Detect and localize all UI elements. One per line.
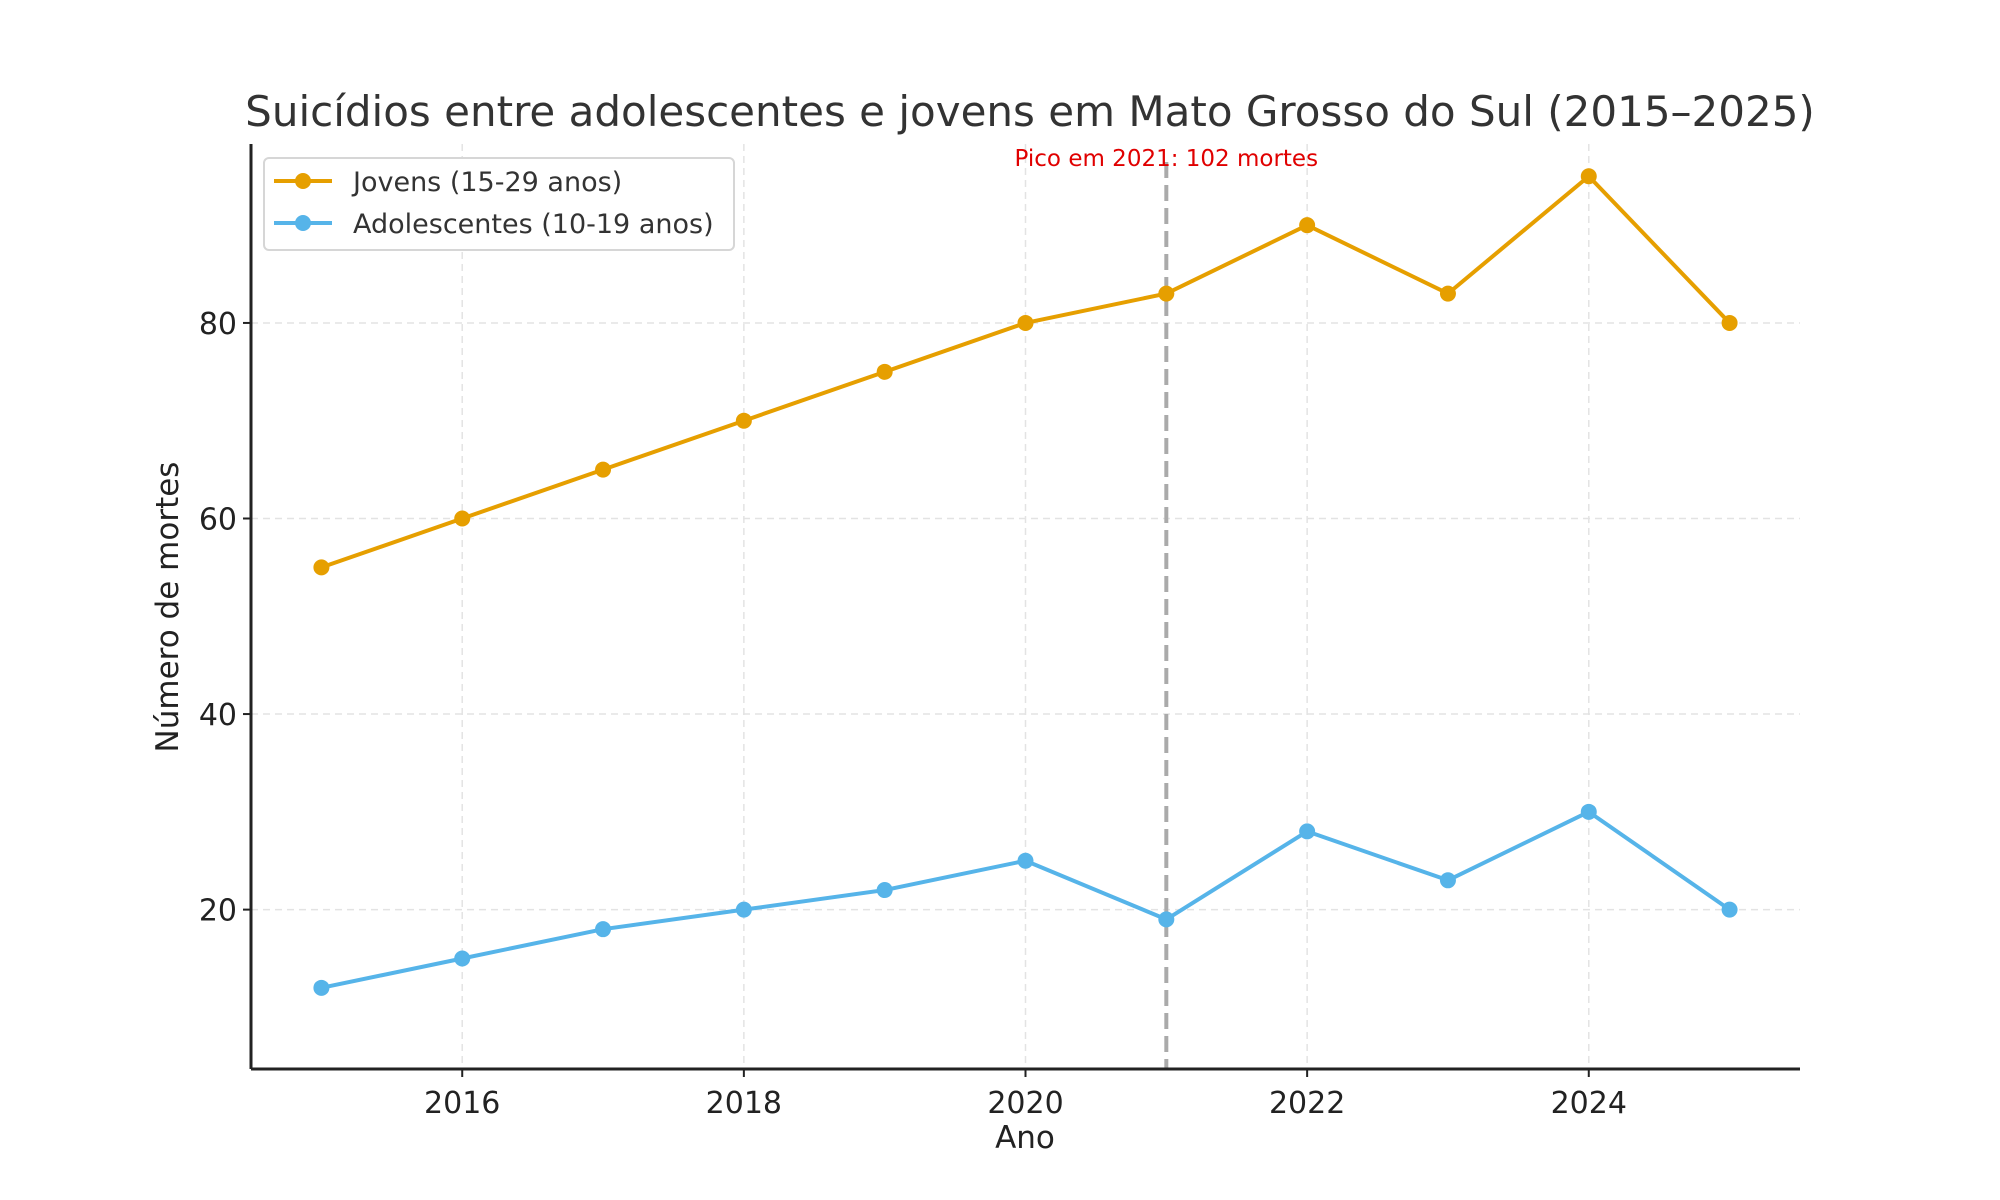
y-tick-label: 80 (199, 307, 237, 342)
data-point (1158, 911, 1175, 928)
data-point (313, 979, 330, 996)
data-point (876, 363, 893, 380)
chart-title: Suicídios entre adolescentes e jovens em… (245, 87, 1815, 136)
legend-marker (295, 215, 311, 231)
x-tick-label: 2018 (706, 1086, 782, 1121)
data-point (595, 461, 612, 478)
y-tick-label: 20 (199, 894, 237, 929)
data-point (735, 901, 752, 918)
data-point (1158, 285, 1175, 302)
data-point (1580, 803, 1597, 820)
x-tick-label: 2024 (1551, 1086, 1627, 1121)
data-point (1439, 285, 1456, 302)
peak-annotation: Pico em 2021: 102 mortes (1015, 146, 1319, 172)
data-point (1721, 901, 1738, 918)
y-axis-label: Número de mortes (150, 462, 186, 753)
y-tick-label: 40 (199, 698, 237, 733)
ticks: 2016 2018 2020 2022 2024 20 40 60 80 (199, 307, 1627, 1121)
data-point (1439, 872, 1456, 889)
series-adolescentes (313, 803, 1738, 996)
x-tick-label: 2022 (1269, 1086, 1345, 1121)
legend-label: Adolescentes (10-19 anos) (353, 209, 714, 240)
data-point (876, 882, 893, 899)
x-tick-label: 2020 (987, 1086, 1063, 1121)
grid (251, 144, 1800, 1069)
data-point (1299, 823, 1316, 840)
legend-box (263, 157, 735, 251)
data-point (1017, 852, 1034, 869)
annotations: Pico em 2021: 102 mortes (1015, 146, 1319, 1069)
y-tick-label: 60 (199, 502, 237, 537)
data-point (595, 921, 612, 938)
data-point (1721, 314, 1738, 331)
data-point (1299, 217, 1316, 234)
data-point (313, 559, 330, 576)
x-axis-label: Ano (995, 1120, 1055, 1156)
data-point (1580, 168, 1597, 185)
data-point (454, 510, 471, 527)
data-point (454, 950, 471, 967)
data-point (1017, 314, 1034, 331)
legend-marker (295, 173, 311, 189)
legend: Jovens (15-29 anos) Adolescentes (10-19 a… (263, 157, 735, 251)
x-tick-label: 2016 (424, 1086, 500, 1121)
series-group (313, 168, 1738, 996)
legend-entry: Adolescentes (10-19 anos) (274, 209, 714, 240)
data-point (735, 412, 752, 429)
series-jovens (313, 168, 1738, 576)
legend-entry: Jovens (15-29 anos) (274, 167, 622, 198)
legend-label: Jovens (15-29 anos) (351, 167, 622, 198)
